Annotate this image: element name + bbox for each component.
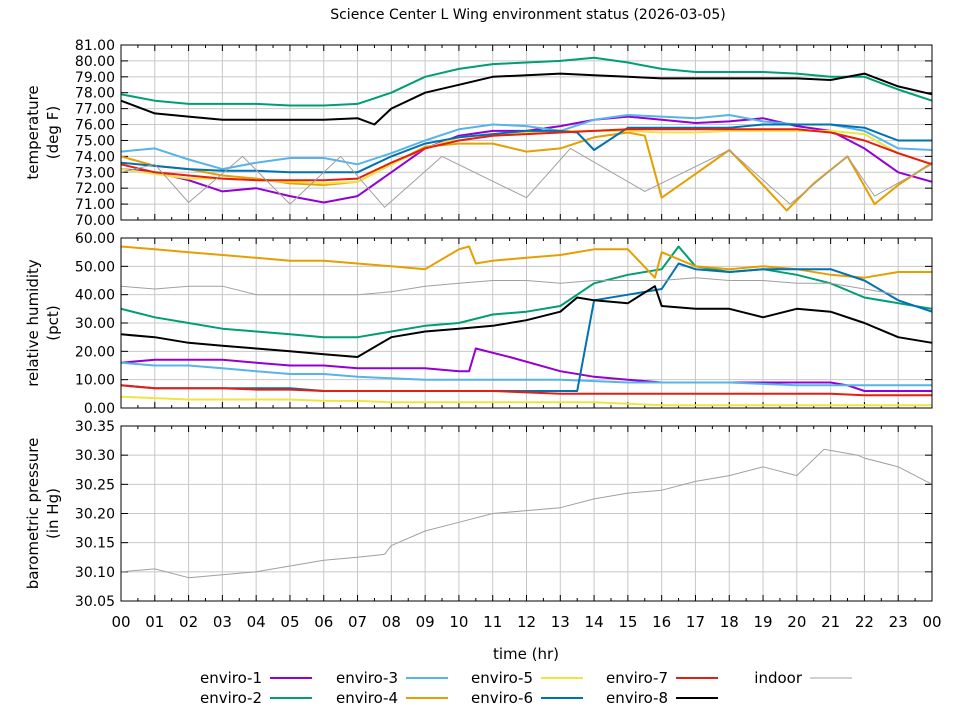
x-tick-label: 00 [922, 613, 941, 631]
series-line-enviro-6 [120, 262, 933, 392]
y-tick-label: 76.00 [75, 118, 115, 134]
y-tick-label: 77.00 [75, 102, 115, 118]
legend-item-enviro-1: enviro-1 [200, 669, 312, 687]
y-tick-label: 10.00 [75, 373, 115, 389]
y-tick-label: 72.00 [75, 181, 115, 197]
x-tick-label: 20 [787, 613, 806, 631]
y-tick-label: 60.00 [75, 231, 115, 247]
series-line-enviro-2 [120, 245, 933, 339]
x-tick-label: 22 [855, 613, 874, 631]
x-tick-label: 21 [821, 613, 840, 631]
x-tick-label: 07 [348, 613, 367, 631]
legend-item-enviro-2: enviro-2 [200, 689, 312, 707]
series-line-enviro-2 [120, 56, 933, 107]
chart-title: Science Center L Wing environment status… [330, 7, 726, 23]
y-tick-label: 30.25 [75, 477, 115, 493]
panel-2: 0.00 10.00 20.00 30.00 40.00 50.00 60.00 relati… [24, 231, 933, 417]
series-line-enviro-1 [120, 347, 932, 392]
y-tick-label: 30.10 [75, 565, 115, 581]
series-line-enviro-7 [120, 128, 933, 182]
x-tick-label: 13 [551, 613, 570, 631]
y-tick-label: 71.00 [75, 197, 115, 213]
x-tick-label: 15 [618, 613, 637, 631]
x-tick-label: 08 [382, 613, 401, 631]
legend-label: enviro-2 [200, 689, 262, 707]
y-tick-label: 74.00 [75, 149, 115, 165]
legend-label: enviro-6 [471, 689, 533, 707]
x-tick-label: 00 [111, 613, 130, 631]
series-line-enviro-6 [120, 123, 932, 174]
plot-frame [120, 425, 933, 602]
x-tick-label: 12 [517, 613, 536, 631]
legend-label: enviro-7 [606, 669, 668, 687]
y-tick-label: 78.00 [75, 86, 115, 102]
series-line-enviro-5 [120, 395, 932, 407]
legend-item-indoor: indoor [754, 669, 852, 687]
legend-item-enviro-4: enviro-4 [336, 689, 448, 707]
x-axis-label: time (hr) [493, 645, 559, 663]
x-tick-label: 14 [585, 613, 604, 631]
y-axis-label: (in Hg) [44, 488, 62, 539]
x-tick-label: 17 [686, 613, 705, 631]
legend-label: enviro-4 [336, 689, 398, 707]
y-axis-label: (pct) [44, 305, 62, 340]
legend-label: enviro-3 [336, 669, 398, 687]
x-tick-label: 19 [753, 613, 772, 631]
legend-label: enviro-5 [471, 669, 533, 687]
legend-item-enviro-3: enviro-3 [336, 669, 448, 687]
plot-frame [120, 44, 933, 221]
y-tick-label: 75.00 [75, 133, 115, 149]
x-tick-label: 06 [314, 613, 333, 631]
x-tick-label: 16 [652, 613, 671, 631]
series-line-enviro-8 [120, 285, 933, 358]
legend-label: enviro-1 [200, 669, 262, 687]
series-line-enviro-3 [120, 361, 932, 387]
x-tick-label: 10 [449, 613, 468, 631]
legend-label: indoor [754, 669, 803, 687]
y-tick-label: 30.05 [75, 594, 115, 610]
y-tick-label: 80.00 [75, 54, 115, 70]
y-tick-label: 30.00 [75, 316, 115, 332]
y-tick-label: 30.15 [75, 536, 115, 552]
y-tick-label: 0.00 [84, 401, 115, 417]
x-tick-label: 09 [416, 613, 435, 631]
x-tick-label: 11 [483, 613, 502, 631]
y-tick-label: 81.00 [75, 38, 115, 54]
y-tick-label: 30.30 [75, 448, 115, 464]
y-tick-label: 79.00 [75, 70, 115, 86]
x-tick-label: 04 [247, 613, 266, 631]
x-tick-label: 01 [145, 613, 164, 631]
y-tick-label: 50.00 [75, 259, 115, 275]
y-axis-label: temperature [24, 85, 42, 179]
x-tick-label: 02 [179, 613, 198, 631]
legend-item-enviro-8: enviro-8 [606, 689, 718, 707]
x-tick-label: 05 [280, 613, 299, 631]
y-axis-label: (deg F) [44, 106, 62, 159]
legend-label: enviro-8 [606, 689, 668, 707]
series-line-enviro-4 [120, 245, 932, 279]
y-tick-label: 73.00 [75, 165, 115, 181]
series-line-indoor [120, 448, 933, 579]
y-tick-label: 40.00 [75, 288, 115, 304]
panel-1: 70.0071.0072.0073.0074.0075.0076.0077.00… [24, 38, 933, 229]
series-line-enviro-8 [120, 72, 933, 126]
legend-item-enviro-7: enviro-7 [606, 669, 718, 687]
y-axis-label: barometric pressure [24, 438, 42, 590]
y-tick-label: 20.00 [75, 344, 115, 360]
plot-frame [120, 237, 933, 409]
y-tick-label: 30.35 [75, 419, 115, 435]
series-line-indoor [120, 147, 933, 208]
x-tick-label: 23 [889, 613, 908, 631]
y-tick-label: 30.20 [75, 507, 115, 523]
series-line-indoor [120, 277, 932, 296]
y-tick-label: 70.00 [75, 213, 115, 229]
y-axis-label: relative humidity [24, 259, 42, 387]
panel-3: 30.05 30.10 30.15 30.20 30.25 30.30 30.35 barom… [24, 419, 933, 610]
series-line-enviro-7 [120, 384, 932, 397]
x-tick-label: 18 [720, 613, 739, 631]
x-tick-label: 03 [213, 613, 232, 631]
legend-item-enviro-6: enviro-6 [471, 689, 583, 707]
legend-item-enviro-5: enviro-5 [471, 669, 583, 687]
